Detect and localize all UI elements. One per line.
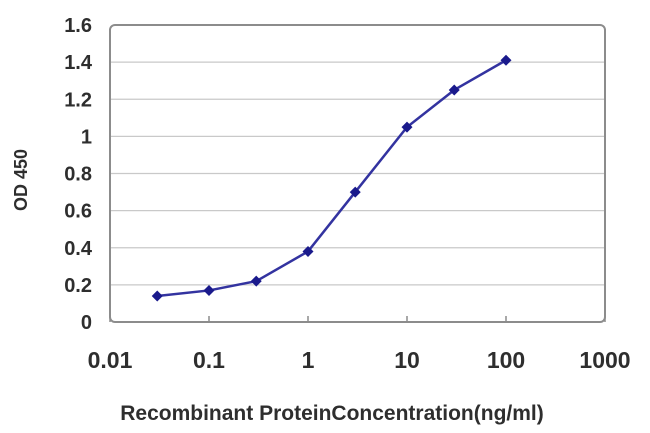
tick-labels: 0 0.2 0.4 0.6 0.8 1 1.2 1.4 1.6 0.01 0.1 1 10 100 1000 — [64, 15, 630, 373]
y-tick-label: 1.6 — [64, 15, 92, 37]
y-tick-label: 0.4 — [64, 238, 93, 260]
x-tick-label: 10 — [394, 347, 420, 373]
data-point-marker — [250, 275, 262, 287]
data-series — [151, 54, 512, 302]
series-line — [157, 59, 507, 298]
data-point-marker — [151, 290, 163, 302]
plot-area-frame — [109, 24, 606, 323]
y-tick-label: 0.6 — [64, 201, 92, 223]
y-tick-label: 0.2 — [64, 275, 92, 297]
data-point-marker — [401, 121, 413, 133]
data-point-marker — [302, 245, 314, 257]
gridlines — [110, 61, 605, 286]
y-tick-label: 0.8 — [64, 164, 92, 186]
axis-ticks — [109, 316, 606, 322]
data-point-marker — [500, 54, 512, 66]
x-axis-title: Recombinant ProteinConcentration(ng/ml) — [120, 402, 544, 425]
x-tick-label: 0.01 — [88, 347, 133, 373]
x-tick-label: 100 — [487, 347, 525, 373]
data-point-marker — [203, 284, 215, 296]
y-tick-label: 1.4 — [64, 52, 93, 74]
x-tick-label: 1 — [302, 347, 315, 373]
data-point-marker — [349, 186, 361, 198]
data-point-marker — [448, 84, 460, 96]
y-tick-label: 1 — [81, 126, 92, 148]
x-tick-label: 0.1 — [193, 347, 225, 373]
x-tick-label: 1000 — [579, 347, 630, 373]
y-tick-label: 1.2 — [64, 89, 92, 111]
y-axis-title: OD 450 — [11, 149, 31, 211]
y-tick-label: 0 — [81, 312, 92, 334]
